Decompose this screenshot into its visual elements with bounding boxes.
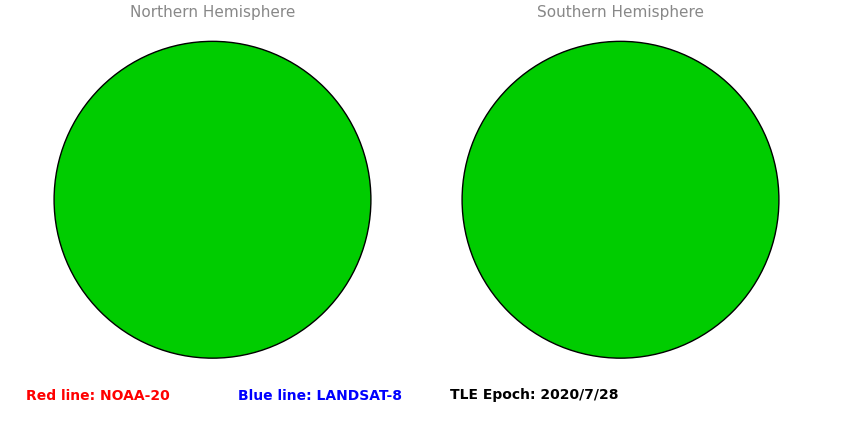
Circle shape	[54, 41, 371, 358]
Text: Red line: NOAA-20: Red line: NOAA-20	[26, 388, 169, 402]
Title: Northern Hemisphere: Northern Hemisphere	[130, 5, 295, 20]
Title: Southern Hemisphere: Southern Hemisphere	[537, 5, 704, 20]
Text: TLE Epoch: 2020/7/28: TLE Epoch: 2020/7/28	[450, 388, 619, 402]
Circle shape	[462, 41, 779, 358]
Text: Blue line: LANDSAT-8: Blue line: LANDSAT-8	[238, 388, 402, 402]
